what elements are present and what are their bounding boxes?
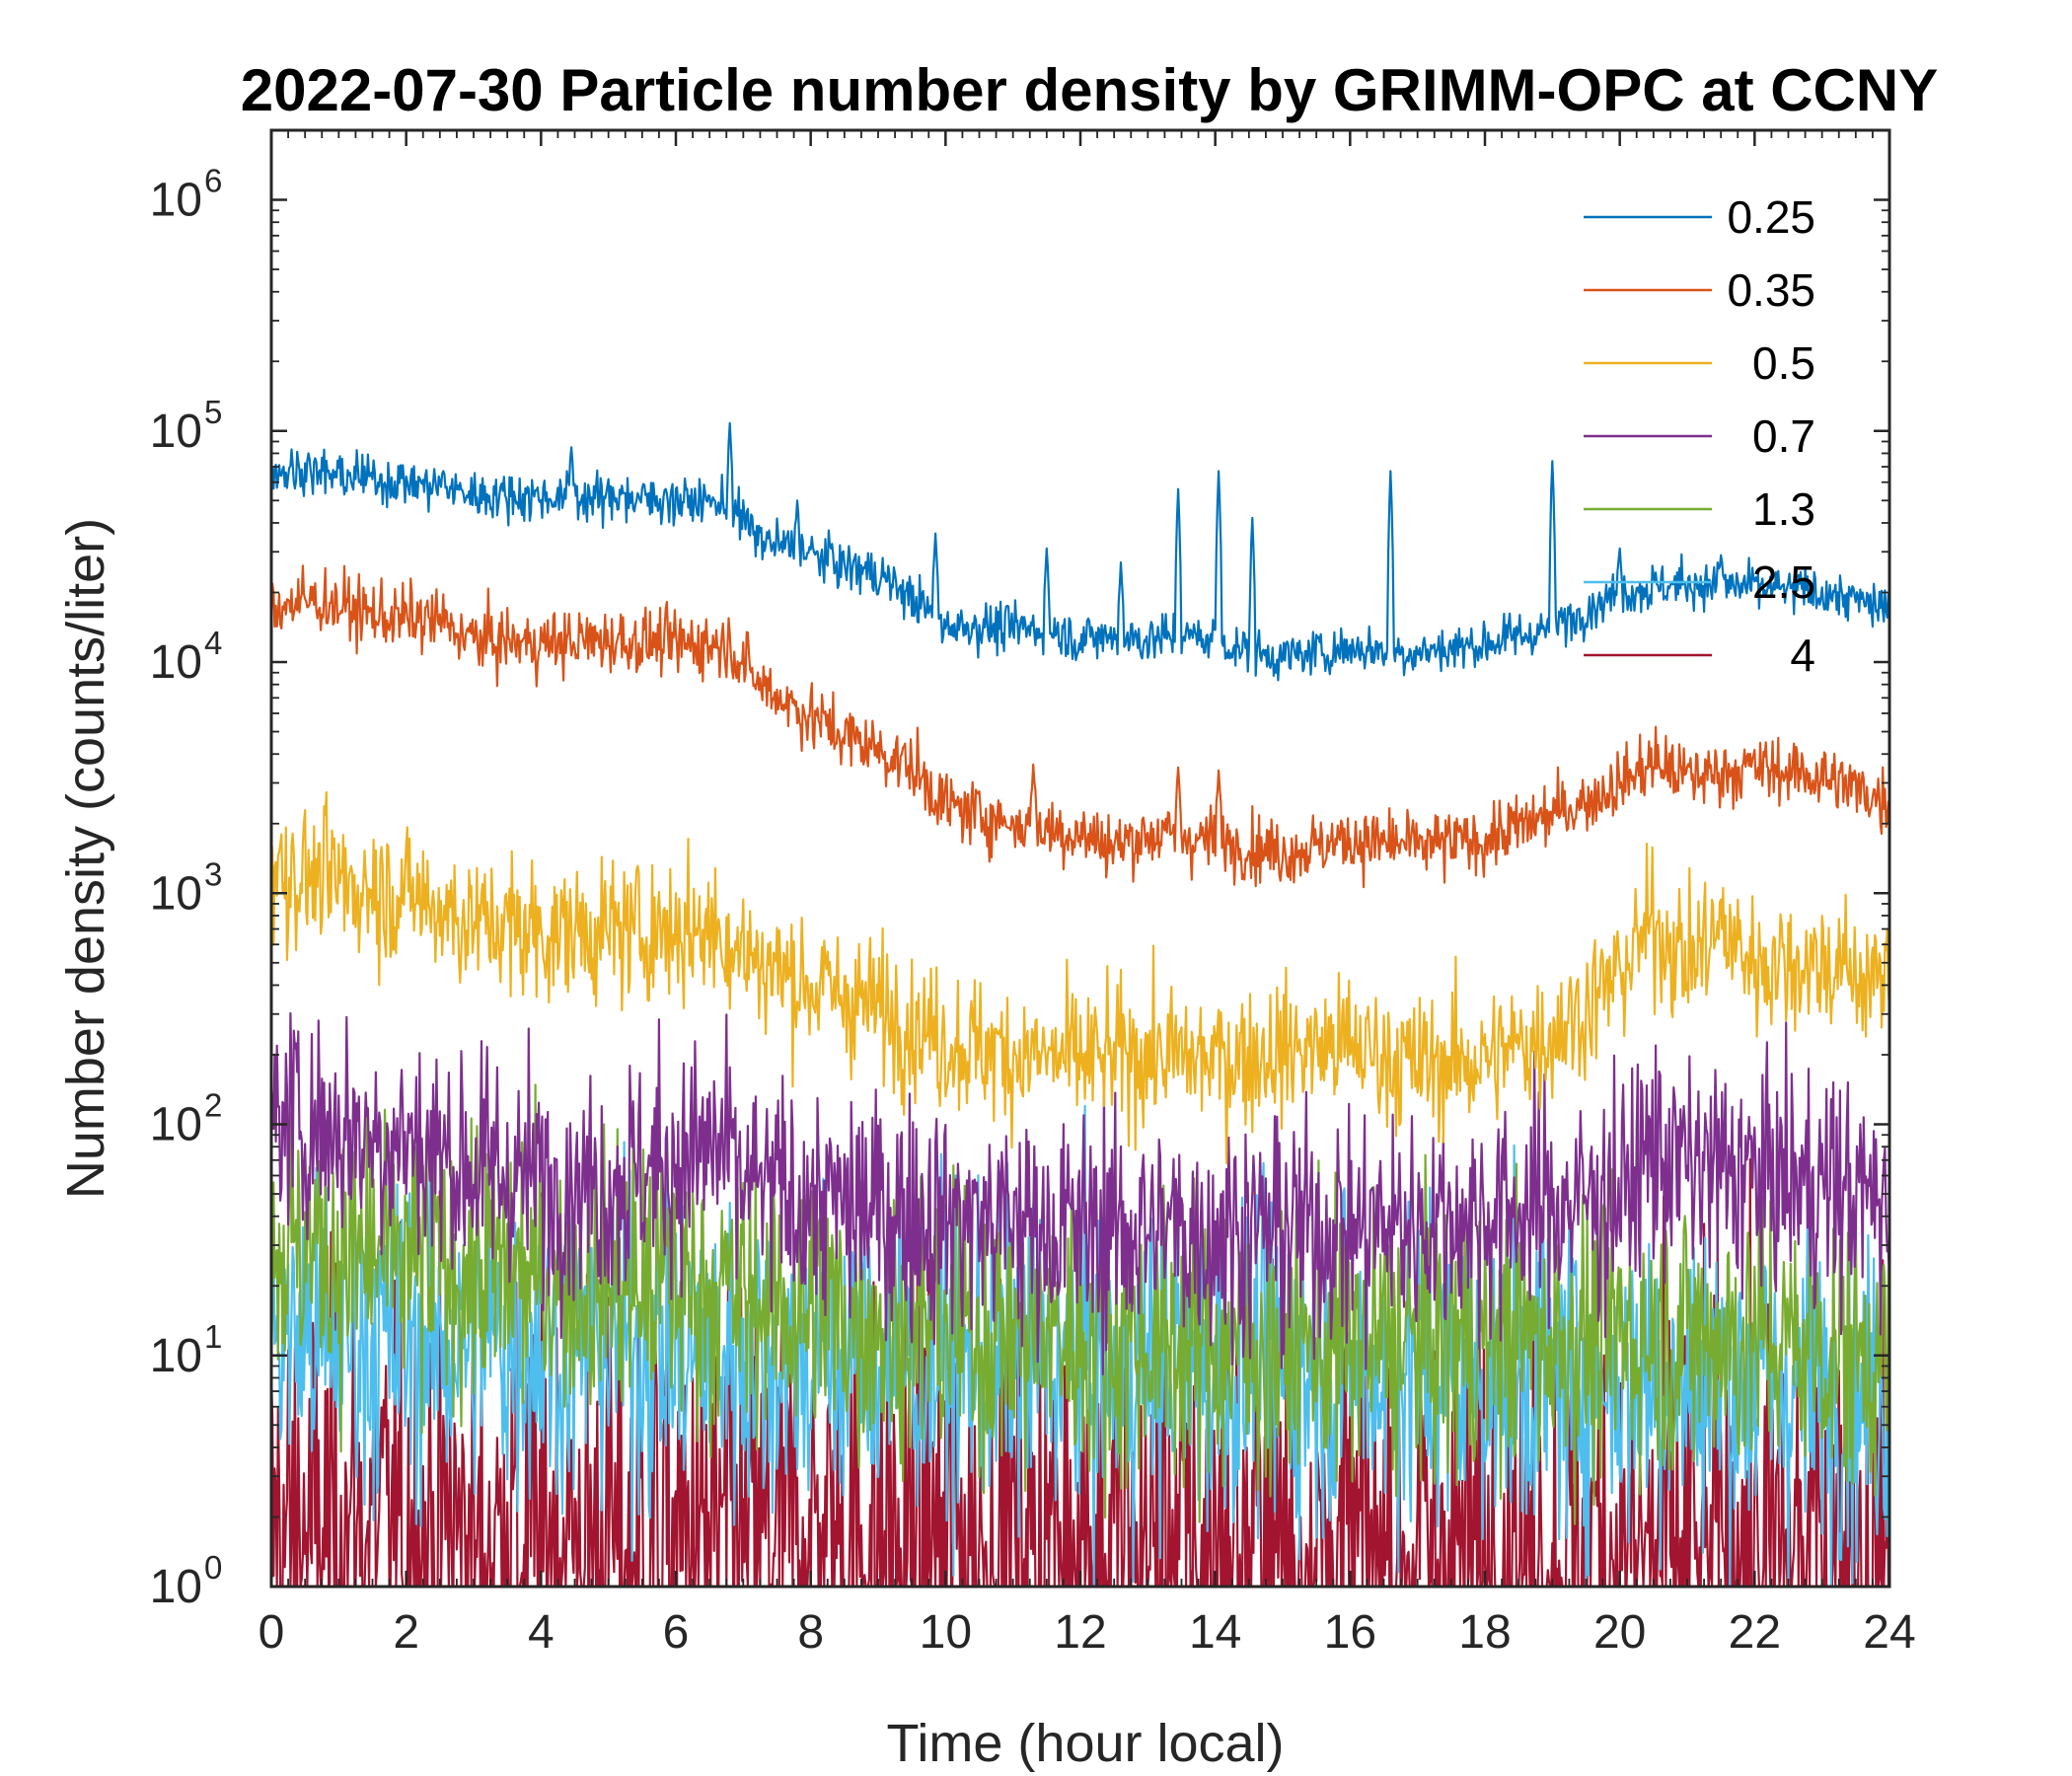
x-axis-title: Time (hour local) [886, 1714, 1284, 1773]
x-tick-label: 2 [393, 1606, 419, 1659]
y-tick-exponent: 4 [204, 625, 222, 661]
legend-label: 0.5 [1752, 337, 1815, 389]
x-tick-label: 20 [1593, 1606, 1646, 1659]
series-line-0.5 [269, 790, 1891, 1164]
legend-item-1.3[interactable]: 1.3 [1584, 483, 1815, 535]
x-tick-label: 12 [1054, 1606, 1106, 1659]
y-tick-label: 10 [150, 1561, 202, 1613]
legend-item-0.5[interactable]: 0.5 [1584, 337, 1815, 389]
y-tick-label: 10 [150, 867, 202, 920]
y-tick-label: 10 [150, 1330, 202, 1382]
x-tick-label: 0 [259, 1606, 285, 1659]
x-tick-label: 4 [528, 1606, 555, 1659]
x-tick-label: 18 [1458, 1606, 1511, 1659]
plot-area [269, 421, 1891, 1589]
legend-item-4[interactable]: 4 [1584, 629, 1815, 681]
y-tick-exponent: 6 [204, 163, 222, 199]
chart-title: 2022-07-30 Particle number density by GR… [241, 57, 1939, 123]
legend-item-0.25[interactable]: 0.25 [1584, 191, 1815, 243]
x-tick-label: 10 [920, 1606, 972, 1659]
y-tick-exponent: 0 [204, 1549, 222, 1586]
legend-item-0.7[interactable]: 0.7 [1584, 410, 1815, 462]
legend-item-0.35[interactable]: 0.35 [1584, 264, 1815, 316]
y-tick-label: 10 [150, 406, 202, 458]
y-tick-label: 10 [150, 636, 202, 689]
y-tick-exponent: 1 [204, 1318, 222, 1355]
x-tick-label: 16 [1324, 1606, 1376, 1659]
y-axis-title: Number density (counts/liter) [56, 518, 115, 1199]
x-tick-label: 24 [1863, 1606, 1915, 1659]
x-tick-label: 8 [797, 1606, 824, 1659]
legend-label: 4 [1790, 629, 1815, 681]
x-tick-label: 6 [663, 1606, 690, 1659]
x-tick-label: 22 [1729, 1606, 1781, 1659]
y-tick-exponent: 2 [204, 1087, 222, 1124]
series-line-1.3 [269, 1083, 1891, 1525]
series-line-0.25 [269, 421, 1891, 682]
legend-label: 1.3 [1752, 483, 1815, 535]
series-line-0.7 [269, 1011, 1891, 1375]
legend-label: 0.25 [1727, 191, 1815, 243]
x-tick-label: 14 [1189, 1606, 1241, 1659]
y-tick-exponent: 5 [204, 394, 222, 430]
axis-ticks [269, 129, 1891, 1589]
legend-item-2.5[interactable]: 2.5 [1584, 556, 1815, 608]
y-tick-label: 10 [150, 1099, 202, 1151]
legend-label: 0.35 [1727, 264, 1815, 316]
legend-label: 2.5 [1752, 556, 1815, 608]
y-tick-label: 10 [150, 175, 202, 227]
legend[interactable]: 0.25 0.35 0.5 0.7 1.3 2.5 4 [1584, 191, 1815, 681]
y-tick-exponent: 3 [204, 855, 222, 892]
series-line-0.35 [269, 564, 1891, 889]
legend-label: 0.7 [1752, 410, 1815, 462]
